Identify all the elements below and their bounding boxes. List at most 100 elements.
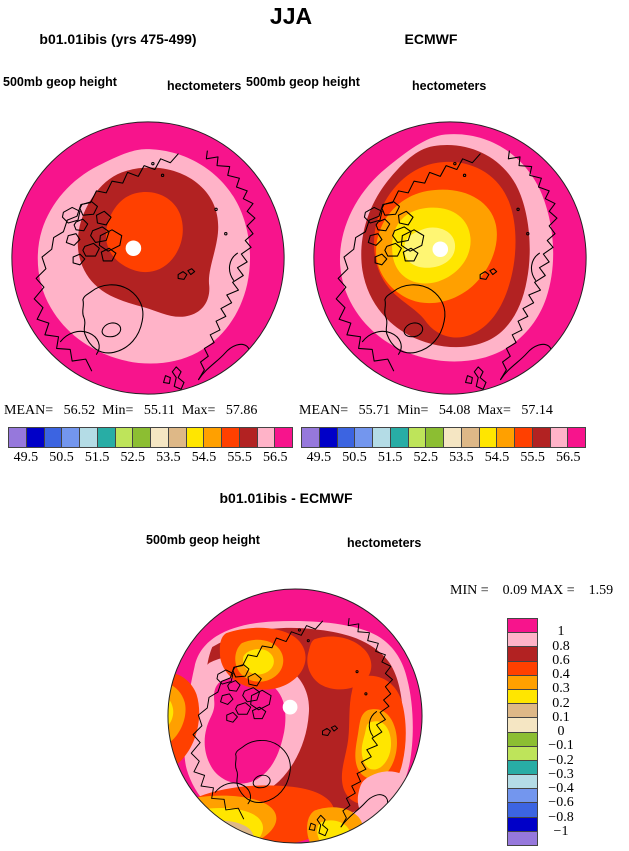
colorbar-cell: [515, 428, 533, 447]
colorbar-cell: [319, 428, 338, 447]
colorbar-cell: [62, 428, 80, 447]
colorbar-cell: [479, 428, 498, 447]
colorbar-cell: [204, 428, 222, 447]
colorbar-cell: [497, 428, 515, 447]
colorbar-tick-label: −0.8: [548, 809, 574, 825]
colorbar-tick-label: 0.2: [552, 695, 570, 711]
colorbar-cell: [508, 689, 537, 705]
colorbar-cell: [532, 428, 551, 447]
colorbar-tick-label: −1: [553, 823, 569, 839]
model-map: [11, 121, 285, 395]
model-contour-fills: [11, 121, 285, 395]
colorbar-cell: [508, 704, 537, 719]
difference-stats: MIN = 0.09 MAX = 1.59: [450, 583, 614, 598]
colorbar-cell: [550, 428, 569, 447]
colorbar-tick-label: −0.6: [548, 795, 574, 811]
colorbar-cell: [168, 428, 187, 447]
colorbar-cell: [508, 817, 537, 832]
colorbar-cell: [508, 803, 537, 818]
model-field-label: 500mb geop height: [3, 75, 117, 89]
model-panel-title: b01.01ibis (yrs 475-499): [39, 31, 197, 47]
colorbar-cell: [239, 428, 258, 447]
colorbar-tick-label: 56.5: [555, 450, 581, 465]
reference-colorbar: [301, 427, 586, 448]
colorbar-tick-label: 49.5: [306, 450, 332, 465]
colorbar-tick-label: 0.4: [552, 667, 570, 682]
colorbar-cell: [337, 428, 356, 447]
model-pole-marker: [125, 240, 142, 257]
colorbar-tick-label: −0.1: [548, 738, 574, 754]
colorbar-cell: [508, 732, 537, 747]
difference-map: [167, 588, 423, 844]
reference-field-label: 500mb geop height: [246, 75, 360, 89]
colorbar-cell: [508, 718, 537, 733]
reference-units-label: hectometers: [412, 79, 487, 93]
figure-title: JJA: [269, 3, 313, 29]
colorbar-tick-label: 56.5: [262, 450, 288, 465]
colorbar-tick-label: 50.5: [342, 450, 367, 465]
difference-panel-title: b01.01ibis - ECMWF: [219, 490, 353, 506]
model-units-label: hectometers: [167, 79, 242, 93]
colorbar-tick-label: 51.5: [84, 450, 110, 465]
colorbar-cell: [115, 428, 134, 447]
colorbar-cell: [568, 428, 585, 447]
difference-contour-fills: [167, 588, 423, 844]
colorbar-cell: [390, 428, 409, 447]
colorbar-cell: [508, 775, 537, 790]
colorbar-tick-label: 1: [557, 624, 565, 640]
colorbar-cell: [508, 760, 537, 776]
colorbar-cell: [508, 831, 537, 845]
colorbar-cell: [355, 428, 373, 447]
difference-colorbar: [507, 618, 538, 846]
model-colorbar: [8, 427, 293, 448]
reference-stats: MEAN= 55.71 Min= 54.08 Max= 57.14: [299, 403, 553, 418]
model-colorbar-ticks: 49.5 50.5 51.5 52.5 53.5 54.5 55.5 56.5: [8, 450, 293, 467]
reference-contour-fills: [313, 121, 587, 395]
difference-field-label: 500mb geop height: [146, 533, 260, 547]
colorbar-cell: [426, 428, 444, 447]
reference-map: [313, 121, 587, 395]
colorbar-cell: [508, 647, 537, 662]
colorbar-cell: [508, 619, 537, 634]
colorbar-tick-label: 54.5: [484, 450, 510, 465]
reference-pole-marker: [432, 241, 449, 258]
colorbar-cell: [80, 428, 98, 447]
difference-colorbar-ticks: 1 0.8 0.6 0.4 0.3 0.2 0.1 0 −0.1 −0.2 −0.3 −0.4 −0.6…: [538, 618, 584, 846]
colorbar-tick-label: 52.5: [120, 450, 145, 465]
reference-panel-title: ECMWF: [404, 31, 458, 47]
colorbar-tick-label: −0.2: [548, 752, 574, 768]
colorbar-tick-label: 0: [557, 724, 565, 739]
colorbar-cell: [302, 428, 320, 447]
colorbar-cell: [508, 633, 537, 648]
colorbar-cell: [508, 661, 537, 676]
colorbar-tick-label: 54.5: [191, 450, 217, 465]
model-stats: MEAN= 56.52 Min= 55.11 Max= 57.86: [4, 403, 258, 418]
colorbar-cell: [444, 428, 462, 447]
colorbar-tick-label: −0.4: [548, 781, 574, 796]
colorbar-cell: [222, 428, 240, 447]
colorbar-tick-label: 49.5: [13, 450, 39, 465]
colorbar-tick-label: 52.5: [413, 450, 438, 465]
colorbar-cell: [97, 428, 116, 447]
colorbar-cell: [133, 428, 151, 447]
reference-colorbar-ticks: 49.5 50.5 51.5 52.5 53.5 54.5 55.5 56.5: [301, 450, 586, 467]
colorbar-tick-label: 50.5: [49, 450, 74, 465]
colorbar-cell: [408, 428, 427, 447]
colorbar-tick-label: 53.5: [156, 450, 181, 465]
colorbar-cell: [257, 428, 276, 447]
colorbar-cell: [508, 746, 537, 761]
colorbar-cell: [186, 428, 205, 447]
colorbar-cell: [9, 428, 27, 447]
colorbar-tick-label: 0.6: [552, 652, 570, 668]
colorbar-cell: [275, 428, 292, 447]
colorbar-tick-label: 51.5: [377, 450, 403, 465]
colorbar-tick-label: 0.1: [552, 709, 570, 725]
difference-pole-marker: [282, 699, 298, 715]
colorbar-tick-label: 55.5: [520, 450, 545, 465]
colorbar-cell: [44, 428, 63, 447]
colorbar-tick-label: 0.3: [552, 681, 570, 697]
colorbar-cell: [508, 675, 537, 690]
colorbar-tick-label: 55.5: [227, 450, 252, 465]
difference-units-label: hectometers: [347, 536, 422, 550]
